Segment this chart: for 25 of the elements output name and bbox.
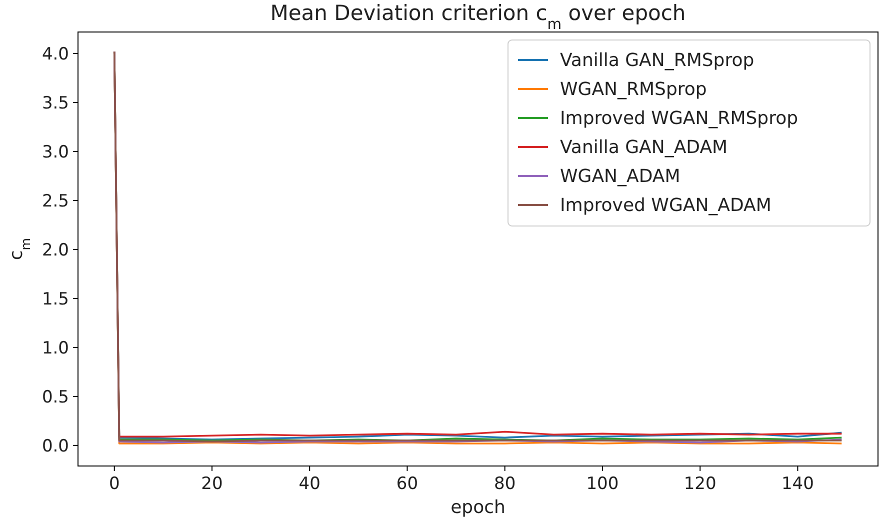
y-tick-label: 0.5: [42, 387, 69, 408]
y-tick-label: 1.0: [42, 338, 69, 358]
x-tick-label: 100: [586, 474, 619, 494]
y-tick-label: 3.5: [42, 94, 69, 114]
y-tick-label: 3.0: [42, 142, 69, 163]
legend-label: WGAN_RMSprop: [560, 79, 707, 100]
legend-label: Improved WGAN_ADAM: [560, 195, 772, 216]
x-tick-label: 20: [201, 474, 223, 494]
legend-label: Improved WGAN_RMSprop: [560, 108, 798, 129]
x-tick-label: 0: [108, 474, 120, 494]
y-tick-label: 0.0: [42, 436, 69, 456]
x-axis-title: epoch: [450, 497, 506, 518]
legend-label: WGAN_ADAM: [560, 166, 680, 187]
y-tick-label: 2.0: [42, 240, 69, 260]
legend-label: Vanilla GAN_ADAM: [560, 137, 728, 158]
y-tick-label: 1.5: [42, 289, 69, 310]
legend-label: Vanilla GAN_RMSprop: [560, 50, 754, 71]
chart-title: Mean Deviation criterion c$_{m}$ over epoch: [270, 1, 686, 32]
x-tick-label: 60: [396, 474, 418, 494]
y-tick-label: 2.5: [42, 192, 69, 212]
x-tick-label: 140: [781, 474, 814, 494]
x-tick-label: 80: [494, 474, 516, 494]
x-tick-label: 120: [684, 474, 716, 494]
y-tick-label: 4.0: [42, 44, 69, 65]
x-tick-label: 40: [298, 474, 320, 494]
